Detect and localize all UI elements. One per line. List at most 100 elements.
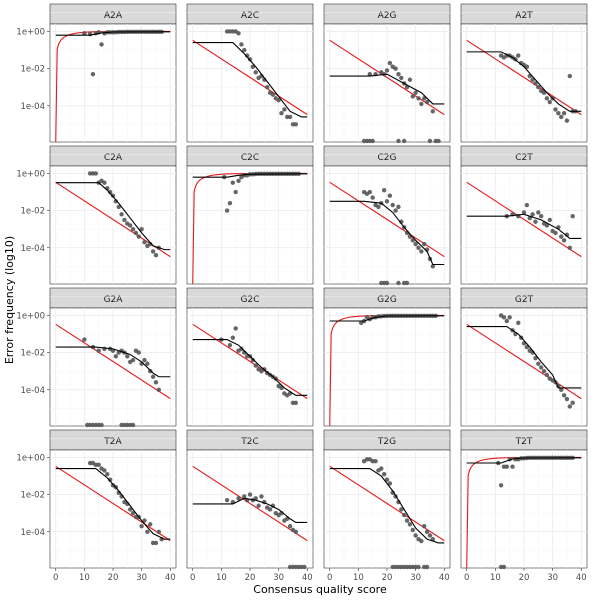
observed-point <box>233 326 238 331</box>
observed-point <box>133 230 139 236</box>
observed-point <box>130 510 136 516</box>
observed-point <box>242 494 247 499</box>
observed-point <box>533 219 538 224</box>
observed-point <box>393 208 398 213</box>
observed-point <box>541 90 547 95</box>
observed-point <box>127 507 133 512</box>
observed-point <box>553 230 558 236</box>
observed-point <box>224 208 230 213</box>
observed-point <box>148 241 153 247</box>
x-tick-label: 0 <box>464 573 469 583</box>
x-tick-label: 40 <box>302 573 313 583</box>
zero-point <box>130 422 136 428</box>
observed-point <box>145 529 150 534</box>
observed-point <box>422 523 427 529</box>
panel-c2c: C2C <box>186 145 314 285</box>
observed-point <box>127 223 133 228</box>
observed-point <box>419 101 424 107</box>
observed-point <box>230 180 236 185</box>
observed-point <box>410 527 415 533</box>
observed-point <box>533 81 538 86</box>
observed-point <box>424 529 430 534</box>
fitted-error-line <box>329 315 445 322</box>
observed-point <box>516 53 521 58</box>
observed-point <box>148 368 153 374</box>
observed-point <box>264 84 270 90</box>
observed-point <box>567 245 573 250</box>
observed-point <box>236 178 241 184</box>
nominal-error-line <box>329 465 445 542</box>
panel-g2a: G2A 1e+00 1e-02 1e-04 <box>16 287 177 428</box>
observed-point <box>498 483 504 488</box>
observed-point <box>510 464 515 469</box>
observed-point <box>90 71 96 77</box>
y-tick-label: 1e-04 <box>20 386 45 396</box>
observed-point <box>381 471 387 477</box>
panel-c2a: C2A 1e+00 1e-02 1e-04 <box>16 145 177 285</box>
y-tick-label: 1e-04 <box>20 528 45 538</box>
panel-c2g: C2G <box>323 145 451 286</box>
observed-point <box>559 387 564 392</box>
zero-point <box>396 280 401 286</box>
zero-point <box>501 564 507 570</box>
zero-point <box>424 564 430 570</box>
observed-point <box>96 348 101 353</box>
observed-point <box>287 523 293 529</box>
y-tick-label: 1e+00 <box>16 27 45 37</box>
x-tick-label: 30 <box>136 573 147 583</box>
y-tick-label: 1e-02 <box>20 491 45 501</box>
observed-point <box>250 357 256 363</box>
observed-point <box>410 238 415 243</box>
observed-point <box>536 84 541 90</box>
y-tick-label: 1e-02 <box>20 65 45 75</box>
observed-point <box>410 94 415 99</box>
y-tick-label: 1e-02 <box>20 207 45 217</box>
observed-point <box>556 110 561 116</box>
observed-point <box>259 494 264 499</box>
zero-point <box>404 280 410 286</box>
strip-label: A2C <box>241 11 259 21</box>
panel-a2c: A2C <box>186 3 314 143</box>
observed-point <box>536 210 541 215</box>
observed-point <box>521 210 527 215</box>
observed-point <box>87 32 93 37</box>
observed-point <box>142 357 147 363</box>
observed-point <box>507 315 512 320</box>
observed-point <box>399 75 404 81</box>
observed-point <box>379 466 384 471</box>
observed-point <box>430 264 436 269</box>
observed-point <box>570 213 575 219</box>
observed-point <box>547 99 552 105</box>
observed-point <box>538 365 544 370</box>
observed-point <box>530 212 535 217</box>
nominal-error-line <box>466 181 582 258</box>
y-tick-label: 1e+00 <box>16 169 45 179</box>
observed-point <box>396 204 401 210</box>
observed-point <box>145 361 150 366</box>
observed-point <box>244 53 250 58</box>
x-tick-label: 20 <box>382 573 393 583</box>
zero-point <box>436 138 441 144</box>
x-tick-label: 10 <box>216 573 227 583</box>
observed-point <box>113 199 119 204</box>
zero-point <box>99 422 104 428</box>
panel-a2g: A2G <box>323 3 451 144</box>
observed-point <box>256 503 261 508</box>
observed-point <box>413 533 418 538</box>
observed-point <box>419 538 424 544</box>
observed-point <box>370 195 375 200</box>
zero-point <box>302 564 307 570</box>
fitted-error-line <box>466 213 582 240</box>
fitted-error-line <box>466 326 582 389</box>
observed-point <box>387 60 393 66</box>
observed-point <box>293 122 299 127</box>
observed-point <box>387 193 393 198</box>
panel-a2a: A2A 1e+00 1e-02 1e-04 <box>16 3 177 143</box>
observed-point <box>413 90 418 95</box>
fitted-error-line <box>466 457 582 464</box>
observed-point <box>153 380 159 385</box>
panel-t2c: T2C 0 10 20 30 40 <box>186 429 314 583</box>
observed-point <box>276 97 281 103</box>
panel-c2t: C2T <box>460 145 588 285</box>
